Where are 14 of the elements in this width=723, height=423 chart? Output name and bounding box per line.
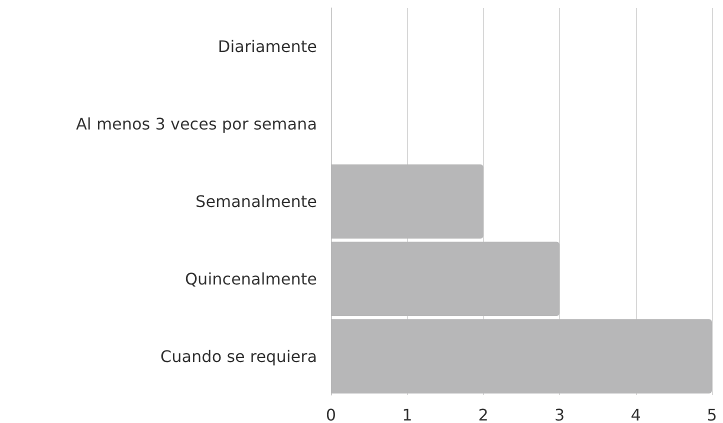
y-tick-label: Quincenalmente	[184, 269, 317, 288]
x-tick-label: 1	[402, 406, 412, 423]
x-tick-label: 3	[554, 406, 565, 423]
bar	[331, 242, 560, 316]
y-tick-label: Diariamente	[218, 37, 317, 56]
x-tick-label: 2	[478, 406, 488, 423]
x-tick-label: 5	[706, 406, 718, 423]
x-tick-label: 4	[630, 406, 641, 423]
y-tick-label: Semanalmente	[196, 192, 317, 211]
y-tick-label: Al menos 3 veces por semana	[76, 114, 317, 134]
y-tick-label: Cuando se requiera	[160, 346, 317, 366]
bar	[331, 164, 484, 239]
bar	[331, 319, 712, 394]
x-tick-label: 0	[326, 406, 336, 423]
